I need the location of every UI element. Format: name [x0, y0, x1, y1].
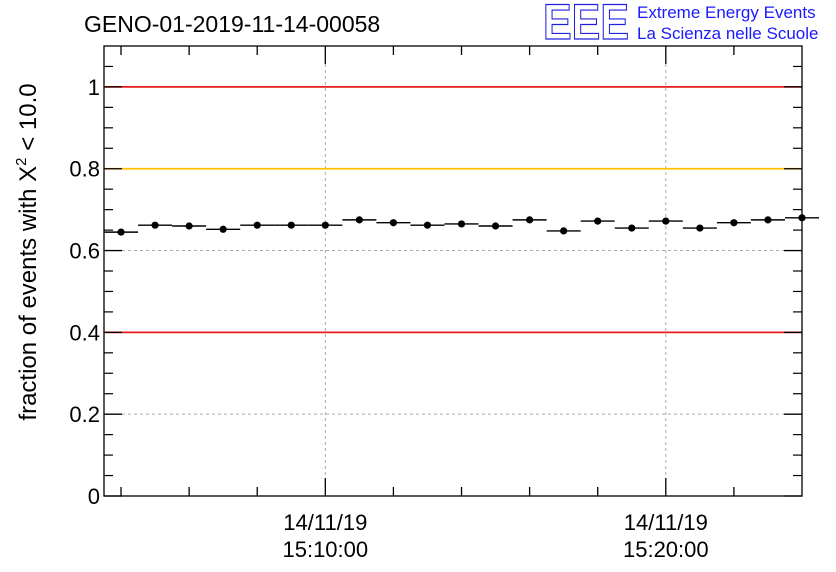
x-tick-time-label: 15:10:00 [282, 537, 368, 562]
data-point [172, 222, 207, 230]
data-point-marker [355, 216, 363, 224]
y-tick-label: 0.4 [69, 320, 100, 345]
data-point-marker [185, 222, 193, 230]
plot-frame [103, 45, 803, 497]
chart-title: GENO-01-2019-11-14-00058 [84, 11, 380, 37]
data-point-marker [764, 216, 772, 224]
data-point [546, 227, 581, 235]
data-point [750, 216, 785, 224]
data-point [240, 221, 275, 229]
data-point [138, 221, 173, 229]
logo-line-2: La Scienza nelle Scuole [637, 24, 818, 43]
x-tick-date-label: 14/11/19 [624, 510, 708, 535]
data-point [376, 219, 411, 227]
data-point [716, 219, 751, 227]
y-tick-label: 1 [88, 75, 100, 100]
data-point [308, 221, 343, 229]
reference-lines [104, 86, 802, 334]
data-point [682, 224, 717, 232]
data-point-marker [526, 216, 534, 224]
data-point [478, 222, 513, 230]
data-point [580, 217, 615, 225]
data-point-marker [594, 217, 602, 225]
data-point-marker [491, 222, 500, 230]
y-tick-label: 0.2 [69, 402, 100, 427]
y-label-suffix: < 10.0 [15, 83, 42, 157]
data-point [444, 220, 479, 228]
logo-mark: EEE [543, 0, 629, 50]
data-point-marker [423, 221, 432, 229]
data-point-marker [730, 219, 738, 227]
y-tick-label: 0 [88, 484, 100, 509]
data-point-marker [560, 227, 568, 235]
logo-line-1: Extreme Energy Events [637, 3, 816, 22]
data-point [274, 221, 309, 229]
y-label-sup: 2 [13, 157, 30, 165]
grid [104, 46, 802, 496]
y-tick-label: 0.8 [69, 157, 100, 182]
data-point [410, 221, 445, 229]
y-tick-label: 0.6 [69, 239, 100, 264]
data-point [648, 217, 683, 225]
data-point-marker [696, 224, 704, 232]
data-point-marker [117, 228, 125, 236]
y-label-chi: X [15, 166, 42, 182]
data-point-marker [287, 221, 295, 229]
data-point-marker [389, 219, 398, 227]
data-point [342, 216, 377, 224]
data-point-marker [457, 220, 466, 228]
data-point-marker [253, 221, 261, 229]
eee-logo: EEE Extreme Energy Events La Scienza nel… [542, 0, 818, 51]
data-point-marker [662, 217, 670, 225]
data-points [104, 214, 820, 236]
x-tick-date-label: 14/11/19 [283, 510, 367, 535]
data-point-marker [628, 224, 636, 232]
y-axis: 0 0.2 0.4 0.6 0.8 1 [69, 65, 802, 509]
data-point-marker [151, 221, 159, 229]
data-point-marker [219, 225, 227, 233]
y-label-prefix: fraction of events with [15, 182, 42, 421]
x-tick-time-label: 15:20:00 [623, 537, 709, 562]
data-point [512, 216, 547, 224]
y-axis-label: fraction of events with X2 < 10.0 [13, 83, 42, 420]
data-point [104, 228, 139, 236]
data-point [614, 224, 649, 232]
data-point-marker [321, 221, 329, 229]
data-point [206, 225, 241, 233]
svg-text:fraction of events with X2 < 1: fraction of events with X2 < 10.0 [13, 83, 42, 420]
